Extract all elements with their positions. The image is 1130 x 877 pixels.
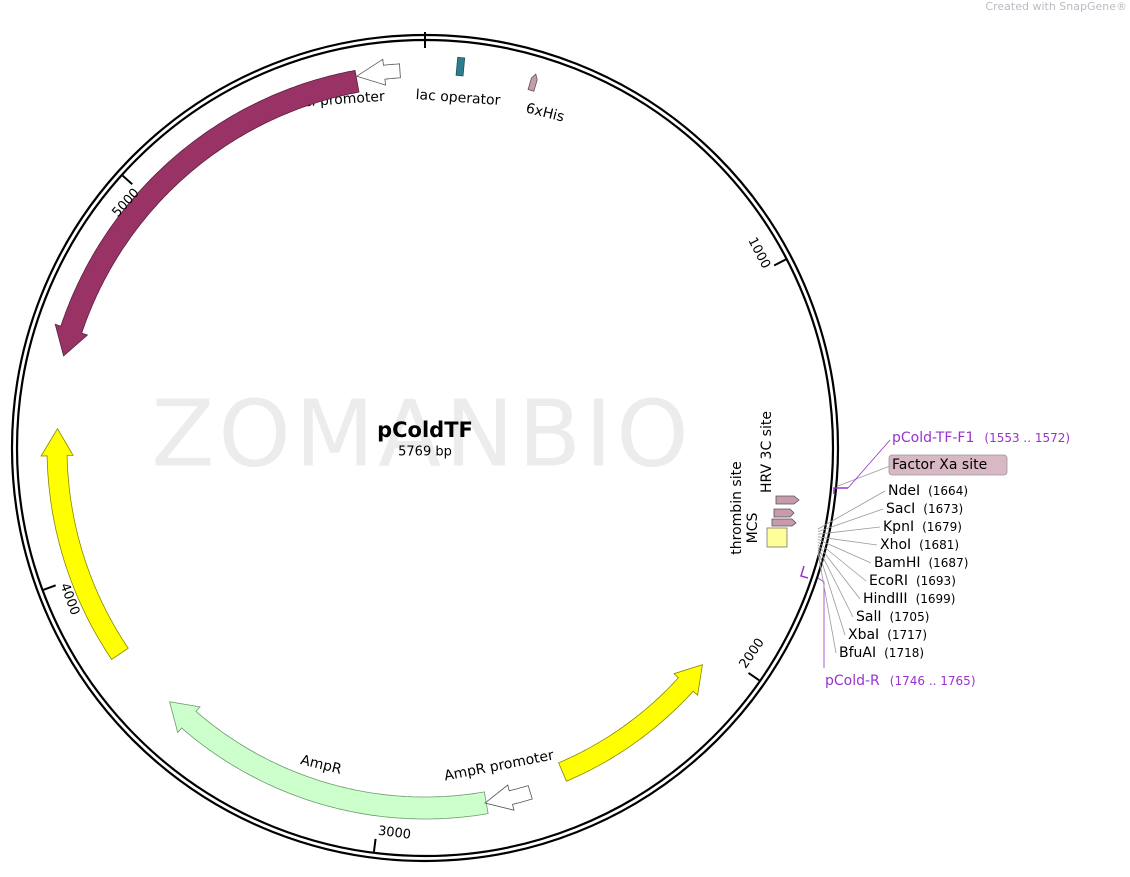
enzyme-name: SalI xyxy=(856,609,881,625)
leader-line xyxy=(817,549,846,636)
feature-arrow xyxy=(484,784,533,811)
enzyme-label: XbaI (1717) xyxy=(848,627,927,643)
scale-tick xyxy=(372,838,377,852)
scale-tick xyxy=(43,584,57,591)
leader-line xyxy=(817,536,878,546)
feature-label: AmpR promoter xyxy=(443,747,555,784)
watermark: Created with SnapGene® xyxy=(985,0,1127,13)
feature-arrow xyxy=(40,427,129,660)
feature-label: thrombin site xyxy=(729,461,745,554)
enzyme-position: (1687) xyxy=(928,556,968,570)
enzyme-name: BfuAI xyxy=(839,645,876,661)
enzyme-name: XbaI xyxy=(848,627,879,643)
feature-mcs xyxy=(766,527,788,548)
leader-line xyxy=(817,539,872,564)
feature-label: AmpR xyxy=(299,752,344,778)
primer-name: pCold-TF-F1 xyxy=(892,430,974,446)
enzyme-label: BamHI (1687) xyxy=(874,555,968,571)
enzyme-position: (1699) xyxy=(916,592,956,606)
enzyme-label: KpnI (1679) xyxy=(883,519,962,535)
enzyme-position: (1679) xyxy=(922,520,962,534)
enzyme-label: HindIII (1699) xyxy=(863,591,955,607)
enzyme-position: (1673) xyxy=(923,502,963,516)
leader-line xyxy=(817,490,886,530)
feature-arrow xyxy=(527,73,538,92)
label-box xyxy=(888,454,1008,476)
leader-line xyxy=(817,547,854,618)
enzyme-label: BfuAI (1718) xyxy=(839,645,924,661)
enzyme-name: HindIII xyxy=(863,591,908,607)
enzyme-name: NdeI xyxy=(888,483,920,499)
feature-label: Factor Xa site xyxy=(892,457,987,473)
enzyme-name: BamHI xyxy=(874,555,920,571)
scale-label: 3000 xyxy=(377,824,412,843)
leader-line xyxy=(817,544,861,600)
leader-line xyxy=(847,439,891,489)
feature-label: HRV 3C site xyxy=(759,411,775,493)
enzyme-position: (1693) xyxy=(916,574,956,588)
enzyme-label: EcoRI (1693) xyxy=(869,573,956,589)
primer-label: pCold-TF-F1 (1553 .. 1572) xyxy=(892,430,1070,446)
primer-range: (1746 .. 1765) xyxy=(890,674,976,688)
primer-mark xyxy=(833,487,848,494)
feature-label: 6xHis xyxy=(524,101,566,126)
leader-line xyxy=(817,508,884,532)
scale-label: 2000 xyxy=(737,636,768,672)
background-watermark: ZOMANBIO xyxy=(151,380,692,487)
enzyme-position: (1717) xyxy=(887,628,927,642)
plasmid-size: 5769 bp xyxy=(398,445,452,460)
leader-line xyxy=(817,577,825,668)
enzyme-position: (1664) xyxy=(928,484,968,498)
primer-label: pCold-R (1746 .. 1765) xyxy=(825,673,976,689)
leader-line xyxy=(837,465,891,487)
feature-arrow xyxy=(355,58,401,86)
leader-line xyxy=(817,526,881,535)
feature-arrow xyxy=(558,664,703,782)
enzyme-position: (1718) xyxy=(884,646,924,660)
plasmid-name: pColdTF xyxy=(377,418,473,442)
primer-mark xyxy=(800,565,809,579)
feature-arrow xyxy=(54,69,360,357)
enzyme-name: XhoI xyxy=(880,537,911,553)
feature-arrow xyxy=(169,701,489,820)
leader-line xyxy=(817,541,867,582)
enzyme-position: (1705) xyxy=(889,610,929,624)
enzyme-label: NdeI (1664) xyxy=(888,483,968,499)
feature-thrombin xyxy=(775,495,800,505)
feature-box xyxy=(455,56,466,77)
feature-label: lac operator xyxy=(415,87,501,109)
enzyme-name: SacI xyxy=(886,501,915,517)
scale-tick xyxy=(747,672,760,682)
enzyme-name: KpnI xyxy=(883,519,914,535)
scale-tick xyxy=(773,258,787,267)
enzyme-name: EcoRI xyxy=(869,573,908,589)
enzyme-label: SacI (1673) xyxy=(886,501,963,517)
primer-range: (1553 .. 1572) xyxy=(984,431,1070,445)
feature-hrv xyxy=(773,508,795,518)
enzyme-label: SalI (1705) xyxy=(856,609,929,625)
feature-label: MCS xyxy=(745,513,761,544)
feature-factor-xa xyxy=(771,518,797,527)
scale-tick xyxy=(121,174,133,186)
scale-label: 1000 xyxy=(744,235,773,271)
enzyme-label: XhoI (1681) xyxy=(880,537,959,553)
primer-name: pCold-R xyxy=(825,673,880,689)
enzyme-position: (1681) xyxy=(919,538,959,552)
leader-line xyxy=(817,552,837,654)
